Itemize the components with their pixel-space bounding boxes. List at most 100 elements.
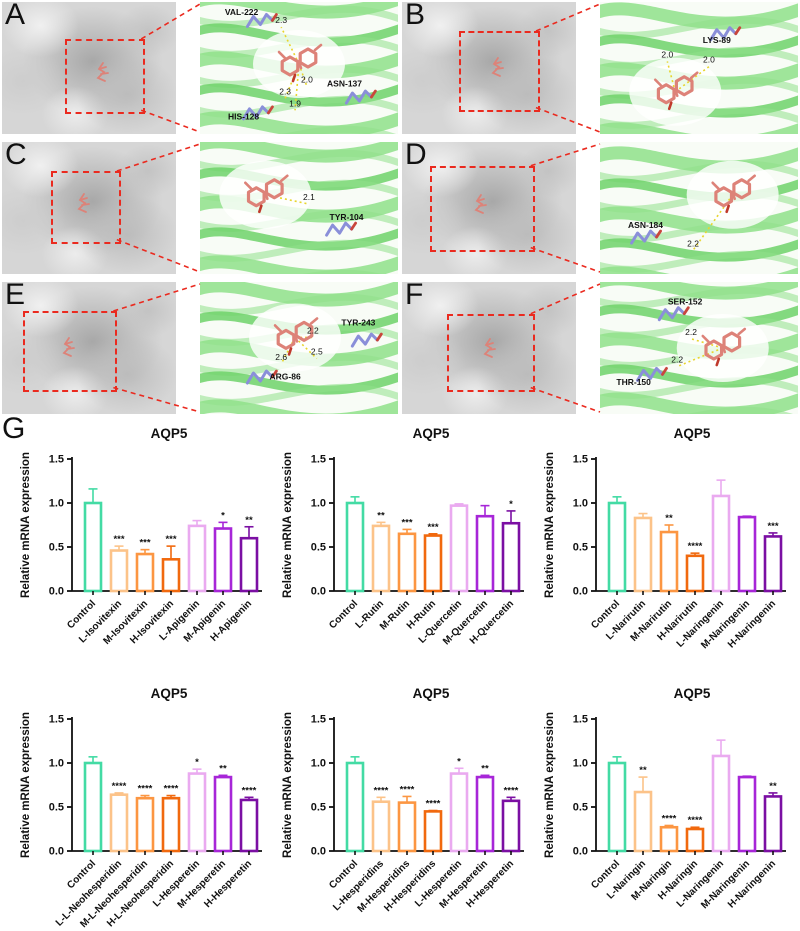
residue-sticks bbox=[630, 229, 662, 245]
y-tick-label: 1.5 bbox=[311, 454, 326, 466]
chart-title: AQP5 bbox=[412, 686, 450, 701]
panel-a: A VAL-222 2.3 2.0 ASN-137 2.3 1.9 HIS-128 bbox=[0, 0, 400, 140]
bar-M-Narirutin: ** bbox=[659, 513, 679, 593]
bar-Control bbox=[83, 756, 103, 853]
residue-label: HIS-128 bbox=[228, 111, 259, 121]
panel-a-zoom-view: VAL-222 2.3 2.0 ASN-137 2.3 1.9 HIS-128 bbox=[200, 2, 398, 134]
chart-title: AQP5 bbox=[673, 686, 711, 701]
distance-label: 2.2 bbox=[671, 355, 683, 365]
annotation-labels: LYS-89 2.0 2.0 bbox=[661, 35, 731, 65]
y-tick-label: 1.0 bbox=[573, 498, 588, 510]
panel-letter-a: A bbox=[5, 0, 26, 31]
y-tick-label: 0.5 bbox=[311, 802, 326, 814]
cartoon-ribbons bbox=[200, 2, 398, 134]
residue-label: TYR-104 bbox=[330, 212, 364, 222]
bar-L-Narirutin bbox=[633, 512, 653, 593]
residue-label: LYS-89 bbox=[703, 35, 731, 45]
panel-c-zoom-view: 2.1 TYR-104 bbox=[200, 142, 398, 274]
y-axis-label: Relative mRNA expression bbox=[544, 452, 556, 598]
ligand-icon bbox=[491, 57, 505, 78]
cartoon-ribbons bbox=[600, 282, 798, 414]
significance-marker: * bbox=[195, 757, 199, 768]
x-tick-label: H-Hesperetin bbox=[202, 858, 254, 910]
bar-L-Naringin: ** bbox=[633, 765, 653, 853]
y-tick-label: 0.5 bbox=[573, 542, 588, 554]
y-tick-label: 0.0 bbox=[49, 846, 64, 858]
panel-letter-c: C bbox=[5, 138, 27, 171]
significance-marker: **** bbox=[688, 541, 703, 552]
chart-title: AQP5 bbox=[150, 426, 188, 441]
residue-label: ARG-86 bbox=[270, 372, 301, 382]
panel-a-surface-view: A bbox=[2, 0, 176, 134]
chart-title: AQP5 bbox=[673, 426, 711, 441]
bar-M-L-Neohesperidin: **** bbox=[135, 784, 155, 853]
bar-L-Isovitexin: *** bbox=[109, 534, 129, 593]
significance-marker: *** bbox=[139, 538, 150, 549]
significance-marker: ** bbox=[245, 515, 253, 526]
y-tick-label: 1.5 bbox=[311, 714, 326, 726]
significance-marker: *** bbox=[113, 534, 124, 545]
bar-H-Rutin: *** bbox=[423, 522, 443, 593]
bar-L-Rutin: ** bbox=[371, 510, 391, 593]
y-axis-label: Relative mRNA expression bbox=[20, 712, 32, 858]
significance-marker: ** bbox=[639, 765, 647, 776]
hbond-dashes bbox=[280, 336, 318, 365]
bar-H-Apigenin: ** bbox=[239, 515, 259, 593]
bar-Control bbox=[345, 496, 365, 593]
residue-label: SER-152 bbox=[668, 296, 703, 306]
significance-marker: **** bbox=[138, 784, 153, 795]
distance-label: 2.0 bbox=[703, 55, 715, 65]
ligand-sticks bbox=[244, 174, 289, 214]
distance-label: 2.0 bbox=[661, 49, 673, 59]
residue-label: THR-150 bbox=[616, 377, 651, 387]
bar-H-Naringenin: *** bbox=[763, 521, 783, 593]
chart-aqp5-rutin-quercetin: AQP5 0.0 0.5 1.0 1.5 Relative mRNA expressio… bbox=[278, 424, 540, 670]
bar-Control bbox=[607, 496, 627, 593]
significance-marker: **** bbox=[662, 813, 677, 824]
panel-d-zoom-view: ASN-184 2.2 bbox=[600, 142, 798, 274]
y-tick-label: 0.5 bbox=[49, 542, 64, 554]
significance-marker: *** bbox=[767, 521, 778, 532]
panel-e-zoom-view: TYR-243 2.2 2.5 2.6 ARG-86 bbox=[200, 282, 398, 414]
bar-L-Apigenin bbox=[187, 519, 207, 593]
significance-marker: ** bbox=[481, 763, 489, 774]
residue-label: TYR-243 bbox=[341, 318, 375, 328]
significance-marker: **** bbox=[400, 784, 415, 795]
bar-L-Hesperetin: * bbox=[187, 757, 207, 853]
bar-H-Hesperidins: **** bbox=[423, 799, 443, 853]
x-tick-label: Control bbox=[327, 598, 360, 631]
bar-L-Quercetin bbox=[449, 503, 469, 593]
ligand-icon bbox=[482, 338, 496, 359]
panel-b-zoom-view: LYS-89 2.0 2.0 bbox=[600, 2, 798, 134]
ligand-icon bbox=[77, 193, 91, 214]
significance-marker: *** bbox=[165, 534, 176, 545]
panel-b: B LYS-89 2.0 2.0 bbox=[400, 0, 800, 140]
docking-site-box bbox=[22, 311, 118, 392]
bar-H-Isovitexin: *** bbox=[161, 534, 181, 593]
distance-label: 2.3 bbox=[275, 15, 287, 25]
docking-site-box bbox=[64, 38, 146, 115]
qpcr-charts-grid: AQP5 0.0 0.5 1.0 1.5 Relative mRNA expressio… bbox=[16, 424, 800, 930]
bar-H-Hesperetin: **** bbox=[501, 785, 521, 853]
annotation-labels: 2.1 TYR-104 bbox=[303, 192, 364, 222]
residue-sticks bbox=[241, 12, 377, 121]
bar-Control bbox=[345, 756, 365, 853]
y-tick-label: 1.5 bbox=[573, 454, 588, 466]
distance-label: 2.6 bbox=[275, 352, 287, 362]
panel-d: D ASN-184 2.2 bbox=[400, 138, 800, 280]
significance-marker: **** bbox=[374, 785, 389, 796]
chart-title: AQP5 bbox=[150, 686, 188, 701]
panel-letter-e: E bbox=[5, 278, 26, 311]
annotation-labels: TYR-243 2.2 2.5 2.6 ARG-86 bbox=[270, 318, 376, 382]
significance-marker: **** bbox=[164, 784, 179, 795]
y-axis-label: Relative mRNA expression bbox=[544, 712, 556, 858]
distance-label: 2.0 bbox=[301, 75, 313, 85]
significance-marker: ** bbox=[377, 510, 385, 521]
panel-f-surface-view: F bbox=[402, 278, 576, 414]
residue-label: ASN-137 bbox=[327, 78, 362, 88]
panel-letter-f: F bbox=[405, 278, 424, 311]
bar-H-Naringenin: ** bbox=[763, 781, 783, 853]
